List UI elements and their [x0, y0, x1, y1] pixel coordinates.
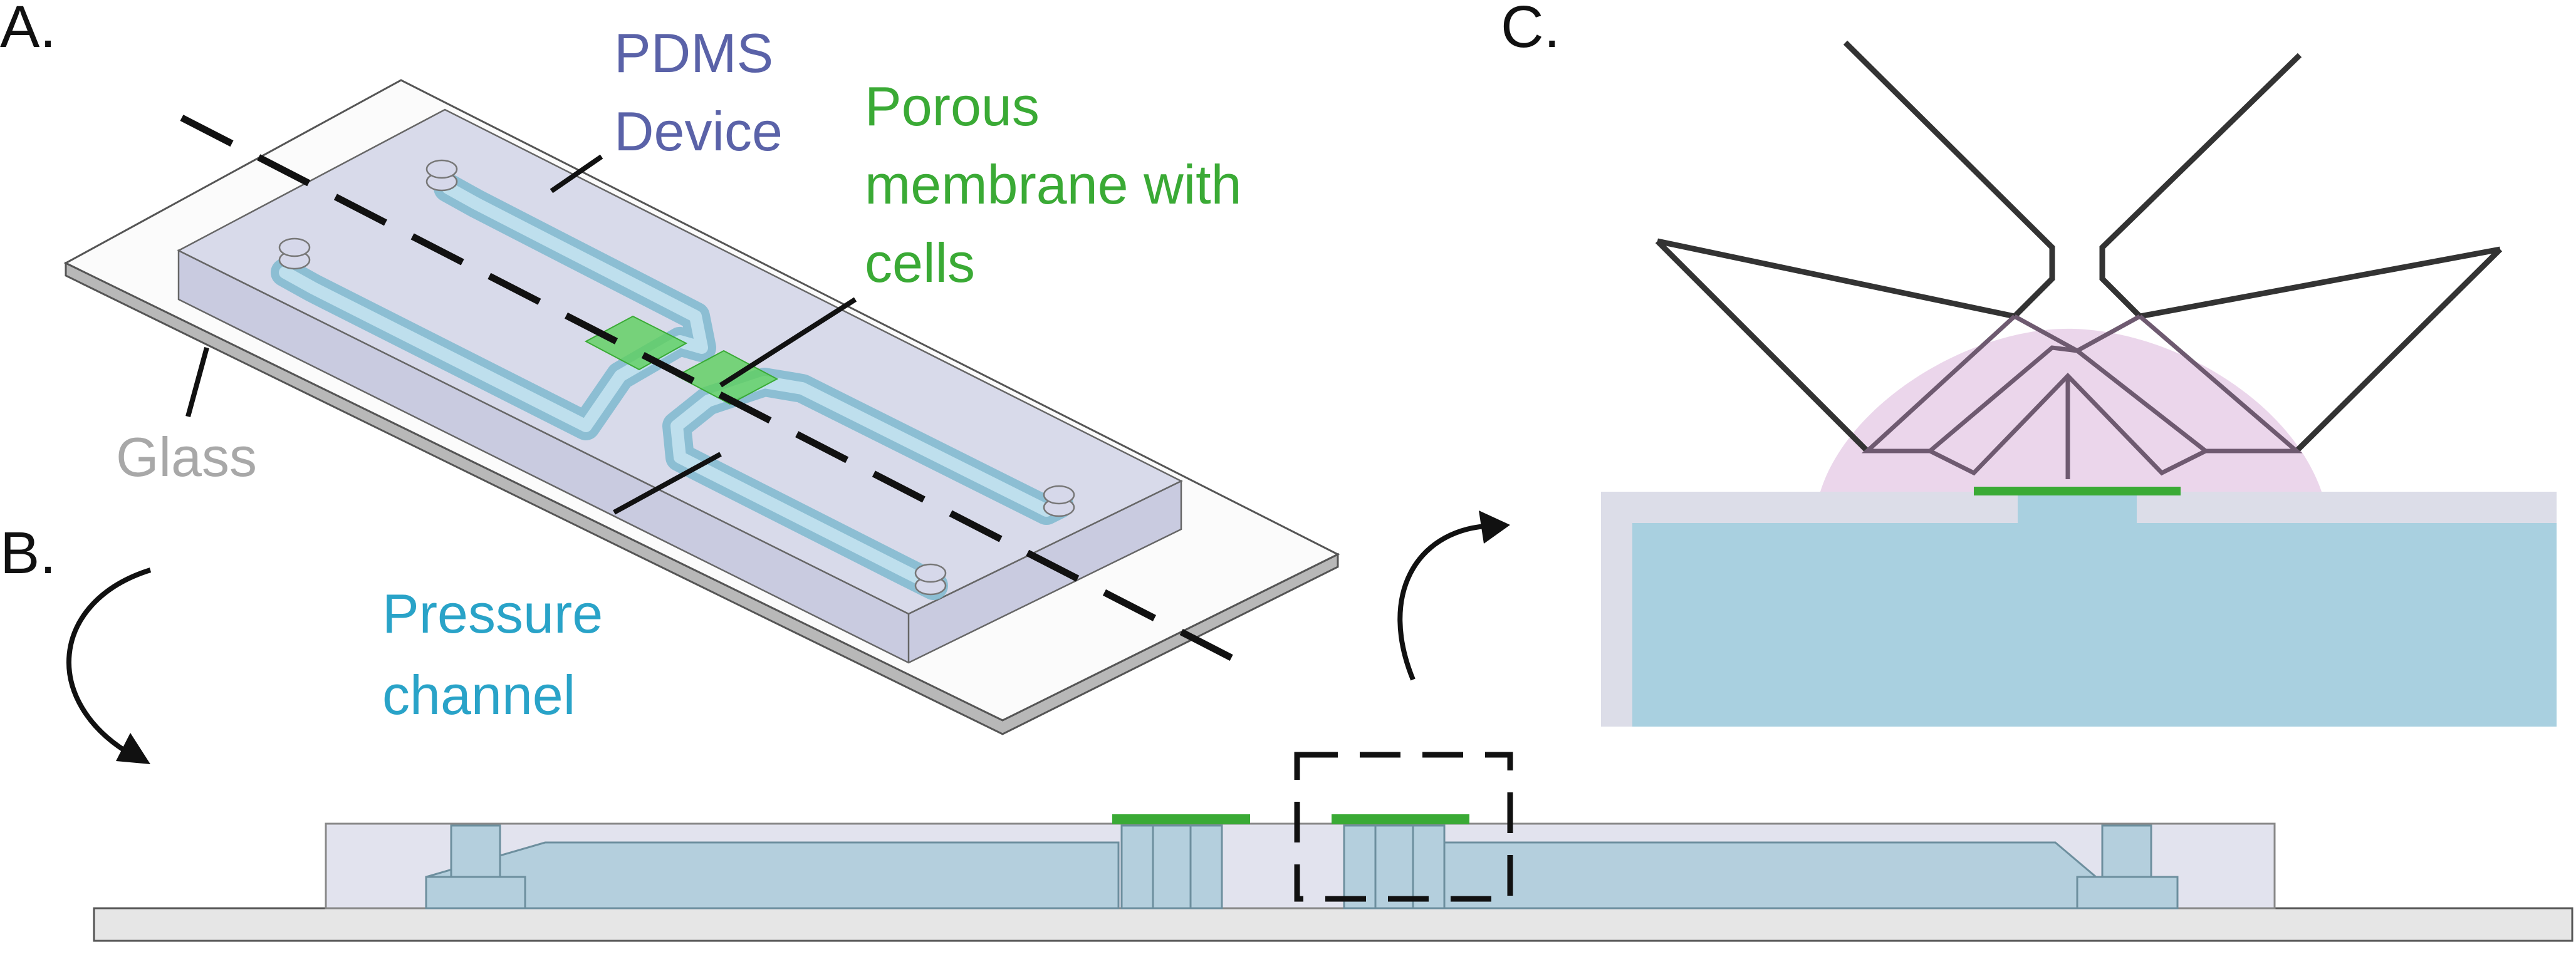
panel-label-a: A.: [0, 0, 56, 60]
zoom-membrane: [1974, 487, 2181, 495]
membrane-section-right: [1332, 814, 1469, 824]
membrane-label-line3: cells: [865, 232, 975, 294]
left-channel-section: [425, 841, 1120, 909]
membrane-section-left: [1112, 814, 1250, 824]
membrane-upper: [584, 315, 688, 371]
zoom-channel: [1632, 523, 2557, 727]
pressure-label-line2: channel: [382, 664, 575, 726]
panel-label-c: C.: [1501, 0, 1560, 60]
zoom-well: [2018, 492, 2137, 523]
membrane-lower: [675, 350, 779, 405]
arrow-a-to-b: [66, 567, 152, 757]
pdms-label-line1: PDMS: [614, 22, 773, 84]
flow-arrows: [66, 510, 1510, 764]
droplet: [1820, 328, 2322, 492]
glass-label: Glass: [116, 426, 257, 488]
membrane-label-line2: membrane with: [865, 153, 1242, 215]
arrow-b-to-c: [1397, 524, 1486, 681]
pdms-leader: [550, 154, 603, 194]
text-labels: A. B. C. PDMS Device Porous membrane wit…: [0, 0, 1560, 726]
panel-a-device: [63, 79, 1340, 735]
pressure-leader: [613, 452, 722, 515]
pdms-label-line2: Device: [614, 100, 783, 162]
glass-leader: [185, 346, 209, 418]
panel-b-cross-section: [93, 752, 2573, 942]
membrane-label-line1: Porous: [865, 75, 1040, 137]
panel-c-zoom: [1601, 40, 2557, 727]
probe-outline: [1655, 40, 2503, 453]
panel-label-b: B.: [0, 520, 56, 586]
section-cut-line: [180, 115, 1255, 672]
membrane-leader: [719, 297, 857, 388]
probe-inner: [1861, 314, 2303, 479]
zoom-box: [1294, 752, 1513, 902]
port: [278, 159, 1075, 596]
pdms-block-top: [177, 108, 1183, 615]
pressure-label-line1: Pressure: [382, 583, 603, 645]
glass-slide-section: [93, 907, 2573, 942]
